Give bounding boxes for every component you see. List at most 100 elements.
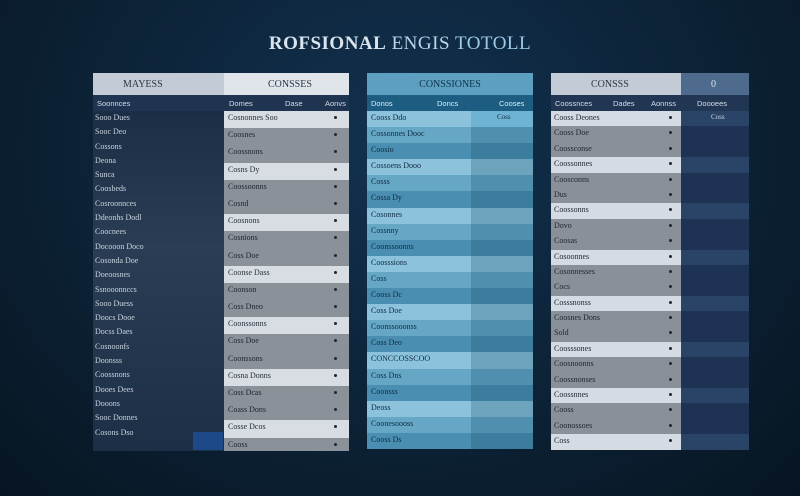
sub-col-3: Dase <box>285 99 303 108</box>
row-right-label: Coss <box>711 113 725 121</box>
table-row[interactable]: Coosnons <box>224 214 349 232</box>
table-row[interactable]: Coss Doe <box>224 334 349 352</box>
table-row[interactable]: Cosns Dy <box>224 162 349 180</box>
table-row[interactable]: Cosonnesses <box>551 264 749 281</box>
table-row[interactable]: Sold <box>551 326 749 342</box>
row-left-cell <box>551 326 681 342</box>
panel-right-header: CONSSS 0 <box>551 73 749 95</box>
table-row[interactable]: Cocs <box>551 280 749 296</box>
table-row[interactable]: Coonse Dass <box>224 265 349 283</box>
list-item-label: Ddeonhs Dodl <box>95 213 142 223</box>
table-row[interactable]: Dus <box>551 187 749 204</box>
list-item: Ddeonhs Dodl <box>93 211 224 225</box>
table-row[interactable]: Coss Dns <box>367 368 533 385</box>
table-row[interactable]: Coossoonns <box>224 179 349 197</box>
panel-right-header-right: 0 <box>711 78 716 90</box>
table-row[interactable]: Cooss Dc <box>367 288 533 305</box>
row-dot-icon <box>669 223 672 227</box>
table-row[interactable]: Coss Dneo <box>224 300 349 318</box>
table-row[interactable]: Coss Cooss Ddo <box>367 111 533 128</box>
table-row[interactable]: Coossnonses <box>551 372 749 389</box>
table-row[interactable]: Coossconse <box>551 141 749 158</box>
row-left-cell <box>551 126 681 142</box>
table-row[interactable]: Coss <box>367 271 533 289</box>
table-row[interactable]: Coonssonns <box>224 317 349 335</box>
table-row[interactable]: Cooss Doe <box>551 126 749 142</box>
table-row[interactable]: Coosnes <box>224 128 349 146</box>
table-row[interactable]: Cosnonnes Soo <box>224 111 349 129</box>
table-row[interactable]: Coonson <box>224 282 349 301</box>
row-right-cell <box>681 280 749 296</box>
table-row[interactable]: Cosonnes <box>367 207 533 224</box>
table-row[interactable]: Cosse Dcos <box>224 420 349 438</box>
row-dot-icon <box>334 184 337 188</box>
table-row[interactable]: Cosssnonss <box>551 295 749 312</box>
table-row[interactable]: Coosnoonns <box>551 357 749 373</box>
table-row[interactable]: Coss <box>551 434 749 450</box>
table-row[interactable]: Deoss <box>367 400 533 417</box>
table-row[interactable]: Coss Doe <box>367 304 533 321</box>
table-row[interactable]: Cossonnes Dooc <box>367 127 533 144</box>
table-row[interactable]: Cooss <box>551 403 749 419</box>
sub-col-2: Doncs <box>437 99 459 108</box>
cell-label: Cossonnes Dooc <box>371 129 425 139</box>
table-row[interactable]: Cooss Deones Coss <box>551 111 749 127</box>
table-row[interactable]: Coonssons <box>224 351 349 369</box>
list-item-label: Sooc Donnes <box>95 413 138 423</box>
row-dot-icon <box>334 442 337 446</box>
row-right-cell <box>681 311 749 327</box>
table-row[interactable]: Coossonnes <box>551 157 749 173</box>
table-row[interactable]: Coonssooonss <box>367 320 533 337</box>
table-row[interactable]: Cosnions <box>224 231 349 249</box>
table-row[interactable]: Coonesoooss <box>367 416 533 433</box>
list-item: Cosnoonfs <box>93 340 224 354</box>
list-item-label: Sooo Duess <box>95 298 134 308</box>
table-row[interactable]: Coss Doe <box>224 248 349 266</box>
table-row[interactable]: Cooss Ds <box>367 432 533 449</box>
table-row[interactable]: Cossnny <box>367 223 533 240</box>
table-row[interactable]: Cosoonnes <box>551 249 749 265</box>
cell-label: Coonssooonss <box>371 322 417 332</box>
row-right-cell <box>471 207 533 224</box>
row-dot-icon <box>669 285 672 289</box>
cell-label: Cooss Ds <box>371 434 402 444</box>
cell-label: Cossnny <box>371 225 399 235</box>
table-row[interactable]: Coosas <box>551 234 749 250</box>
row-dot-icon <box>669 116 672 119</box>
table-row[interactable]: Cooss <box>224 437 349 451</box>
row-right-cell <box>681 341 749 358</box>
table-row[interactable]: Coass Dons <box>224 403 349 421</box>
table-row[interactable]: Coossnons <box>224 145 349 163</box>
panel-left-header: MAYESS CONSSES <box>93 73 349 95</box>
table-row[interactable]: Coosnes Dons <box>551 311 749 327</box>
table-row[interactable]: Cosnd <box>224 196 349 215</box>
table-row[interactable]: Coss Deo <box>367 336 533 353</box>
row-dot-icon <box>334 133 337 137</box>
cell-label: Dovo <box>554 220 572 230</box>
table-row[interactable]: Cosna Donns <box>224 368 349 386</box>
table-row[interactable]: Coonossoes <box>551 418 749 435</box>
row-left-cell <box>551 311 681 327</box>
table-row[interactable]: Cosss <box>367 175 533 192</box>
table-row[interactable]: Coss Dcas <box>224 386 349 404</box>
table-row[interactable]: Coosssones <box>551 341 749 358</box>
row-dot-icon <box>669 131 672 135</box>
table-row[interactable]: Coosio <box>367 143 533 160</box>
blue-square-marker <box>193 432 223 450</box>
table-row[interactable]: Dovo <box>551 218 749 235</box>
table-row[interactable]: Coosconns <box>551 172 749 188</box>
table-row[interactable]: Coonsss <box>367 384 533 401</box>
table-row[interactable]: Coonssoonns <box>367 239 533 256</box>
table-row[interactable]: Coosssions <box>367 255 533 272</box>
list-item: Sooc Donnes <box>93 411 224 425</box>
table-row[interactable]: Cossoens Dooo <box>367 159 533 176</box>
cell-label: Coss Doe <box>228 250 259 260</box>
cell-label: Coonsss <box>371 386 398 396</box>
cell-label: Coss <box>371 273 387 283</box>
table-row[interactable]: CONCCOSSCOO <box>367 352 533 369</box>
title-part-1: ROFSIONAL <box>268 33 387 54</box>
list-item-label: Doocs Dooe <box>95 313 135 323</box>
table-row[interactable]: Coossnnes <box>551 388 749 404</box>
table-row[interactable]: Cossa Dy <box>367 191 533 208</box>
table-row[interactable]: Coossonns <box>551 203 749 219</box>
